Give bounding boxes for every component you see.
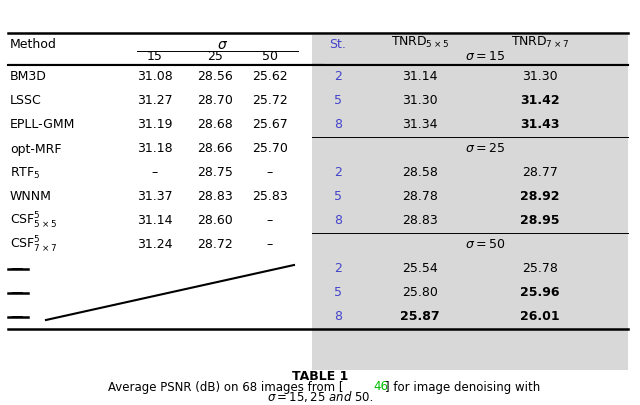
Text: 31.08: 31.08: [137, 70, 173, 83]
Text: 28.77: 28.77: [522, 166, 558, 179]
Text: 31.42: 31.42: [520, 94, 560, 107]
Text: 28.66: 28.66: [197, 143, 233, 156]
Text: 8: 8: [334, 215, 342, 228]
Text: ] for image denoising with: ] for image denoising with: [385, 381, 540, 394]
Text: –: –: [267, 215, 273, 228]
Text: 26.01: 26.01: [520, 311, 560, 324]
Text: Method: Method: [10, 38, 57, 51]
Text: TNRD$_{5\times5}$: TNRD$_{5\times5}$: [391, 34, 449, 49]
Text: 25.72: 25.72: [252, 94, 288, 107]
Text: RTF$_5$: RTF$_5$: [10, 166, 40, 181]
Text: 28.68: 28.68: [197, 119, 233, 132]
Text: $\sigma = 50$: $\sigma = 50$: [465, 239, 505, 252]
Text: $\sigma$: $\sigma$: [217, 38, 228, 52]
Text: 25.62: 25.62: [252, 70, 288, 83]
Text: TNRD$_{7\times7}$: TNRD$_{7\times7}$: [511, 34, 569, 49]
Text: 28.83: 28.83: [402, 215, 438, 228]
Text: 28.60: 28.60: [197, 215, 233, 228]
Text: 28.56: 28.56: [197, 70, 233, 83]
Text: 31.19: 31.19: [137, 119, 173, 132]
Text: 50: 50: [262, 51, 278, 64]
Text: 31.37: 31.37: [137, 190, 173, 203]
Text: 31.27: 31.27: [137, 94, 173, 107]
Text: 2: 2: [334, 166, 342, 179]
Text: 25.54: 25.54: [402, 262, 438, 275]
Text: 46: 46: [373, 381, 388, 394]
Text: 25.78: 25.78: [522, 262, 558, 275]
Text: 31.24: 31.24: [137, 239, 173, 252]
Text: LSSC: LSSC: [10, 94, 42, 107]
Text: 28.58: 28.58: [402, 166, 438, 179]
Text: 31.18: 31.18: [137, 143, 173, 156]
Text: 25.67: 25.67: [252, 119, 288, 132]
Text: —: —: [10, 262, 22, 275]
Text: 25.83: 25.83: [252, 190, 288, 203]
Text: 28.78: 28.78: [402, 190, 438, 203]
Text: 5: 5: [334, 190, 342, 203]
Text: EPLL-GMM: EPLL-GMM: [10, 119, 76, 132]
Text: 31.14: 31.14: [403, 70, 438, 83]
Text: TABLE 1: TABLE 1: [292, 369, 348, 382]
Text: 5: 5: [334, 94, 342, 107]
Bar: [312, 35, 628, 370]
Text: 2: 2: [334, 70, 342, 83]
Text: 25.70: 25.70: [252, 143, 288, 156]
Text: CSF$^5_{5\times5}$: CSF$^5_{5\times5}$: [10, 211, 57, 231]
Text: –: –: [267, 239, 273, 252]
Text: $\sigma = 15$: $\sigma = 15$: [465, 51, 505, 64]
Text: 28.83: 28.83: [197, 190, 233, 203]
Text: $\sigma = 15, 25$ and $50$.: $\sigma = 15, 25$ and $50$.: [267, 390, 373, 405]
Text: 25: 25: [207, 51, 223, 64]
Text: 31.43: 31.43: [520, 119, 560, 132]
Text: 28.75: 28.75: [197, 166, 233, 179]
Text: 31.30: 31.30: [522, 70, 558, 83]
Text: 28.72: 28.72: [197, 239, 233, 252]
Text: opt-MRF: opt-MRF: [10, 143, 61, 156]
Text: 25.96: 25.96: [520, 286, 560, 300]
Text: Average PSNR (dB) on 68 images from [: Average PSNR (dB) on 68 images from [: [108, 381, 344, 394]
Text: CSF$^5_{7\times7}$: CSF$^5_{7\times7}$: [10, 235, 57, 255]
Text: 5: 5: [334, 286, 342, 300]
Text: 31.34: 31.34: [403, 119, 438, 132]
Text: 8: 8: [334, 311, 342, 324]
Text: 15: 15: [147, 51, 163, 64]
Text: –: –: [152, 166, 158, 179]
Text: —: —: [10, 286, 22, 300]
Text: 31.30: 31.30: [402, 94, 438, 107]
Text: —: —: [10, 311, 22, 324]
Text: 25.80: 25.80: [402, 286, 438, 300]
Text: 28.92: 28.92: [520, 190, 560, 203]
Text: 25.87: 25.87: [400, 311, 440, 324]
Text: 8: 8: [334, 119, 342, 132]
Text: 2: 2: [334, 262, 342, 275]
Text: WNNM: WNNM: [10, 190, 52, 203]
Text: BM3D: BM3D: [10, 70, 47, 83]
Text: 28.70: 28.70: [197, 94, 233, 107]
Text: 28.95: 28.95: [520, 215, 560, 228]
Text: St.: St.: [330, 38, 346, 51]
Text: –: –: [267, 166, 273, 179]
Text: 31.14: 31.14: [137, 215, 173, 228]
Text: $\sigma = 25$: $\sigma = 25$: [465, 143, 505, 156]
